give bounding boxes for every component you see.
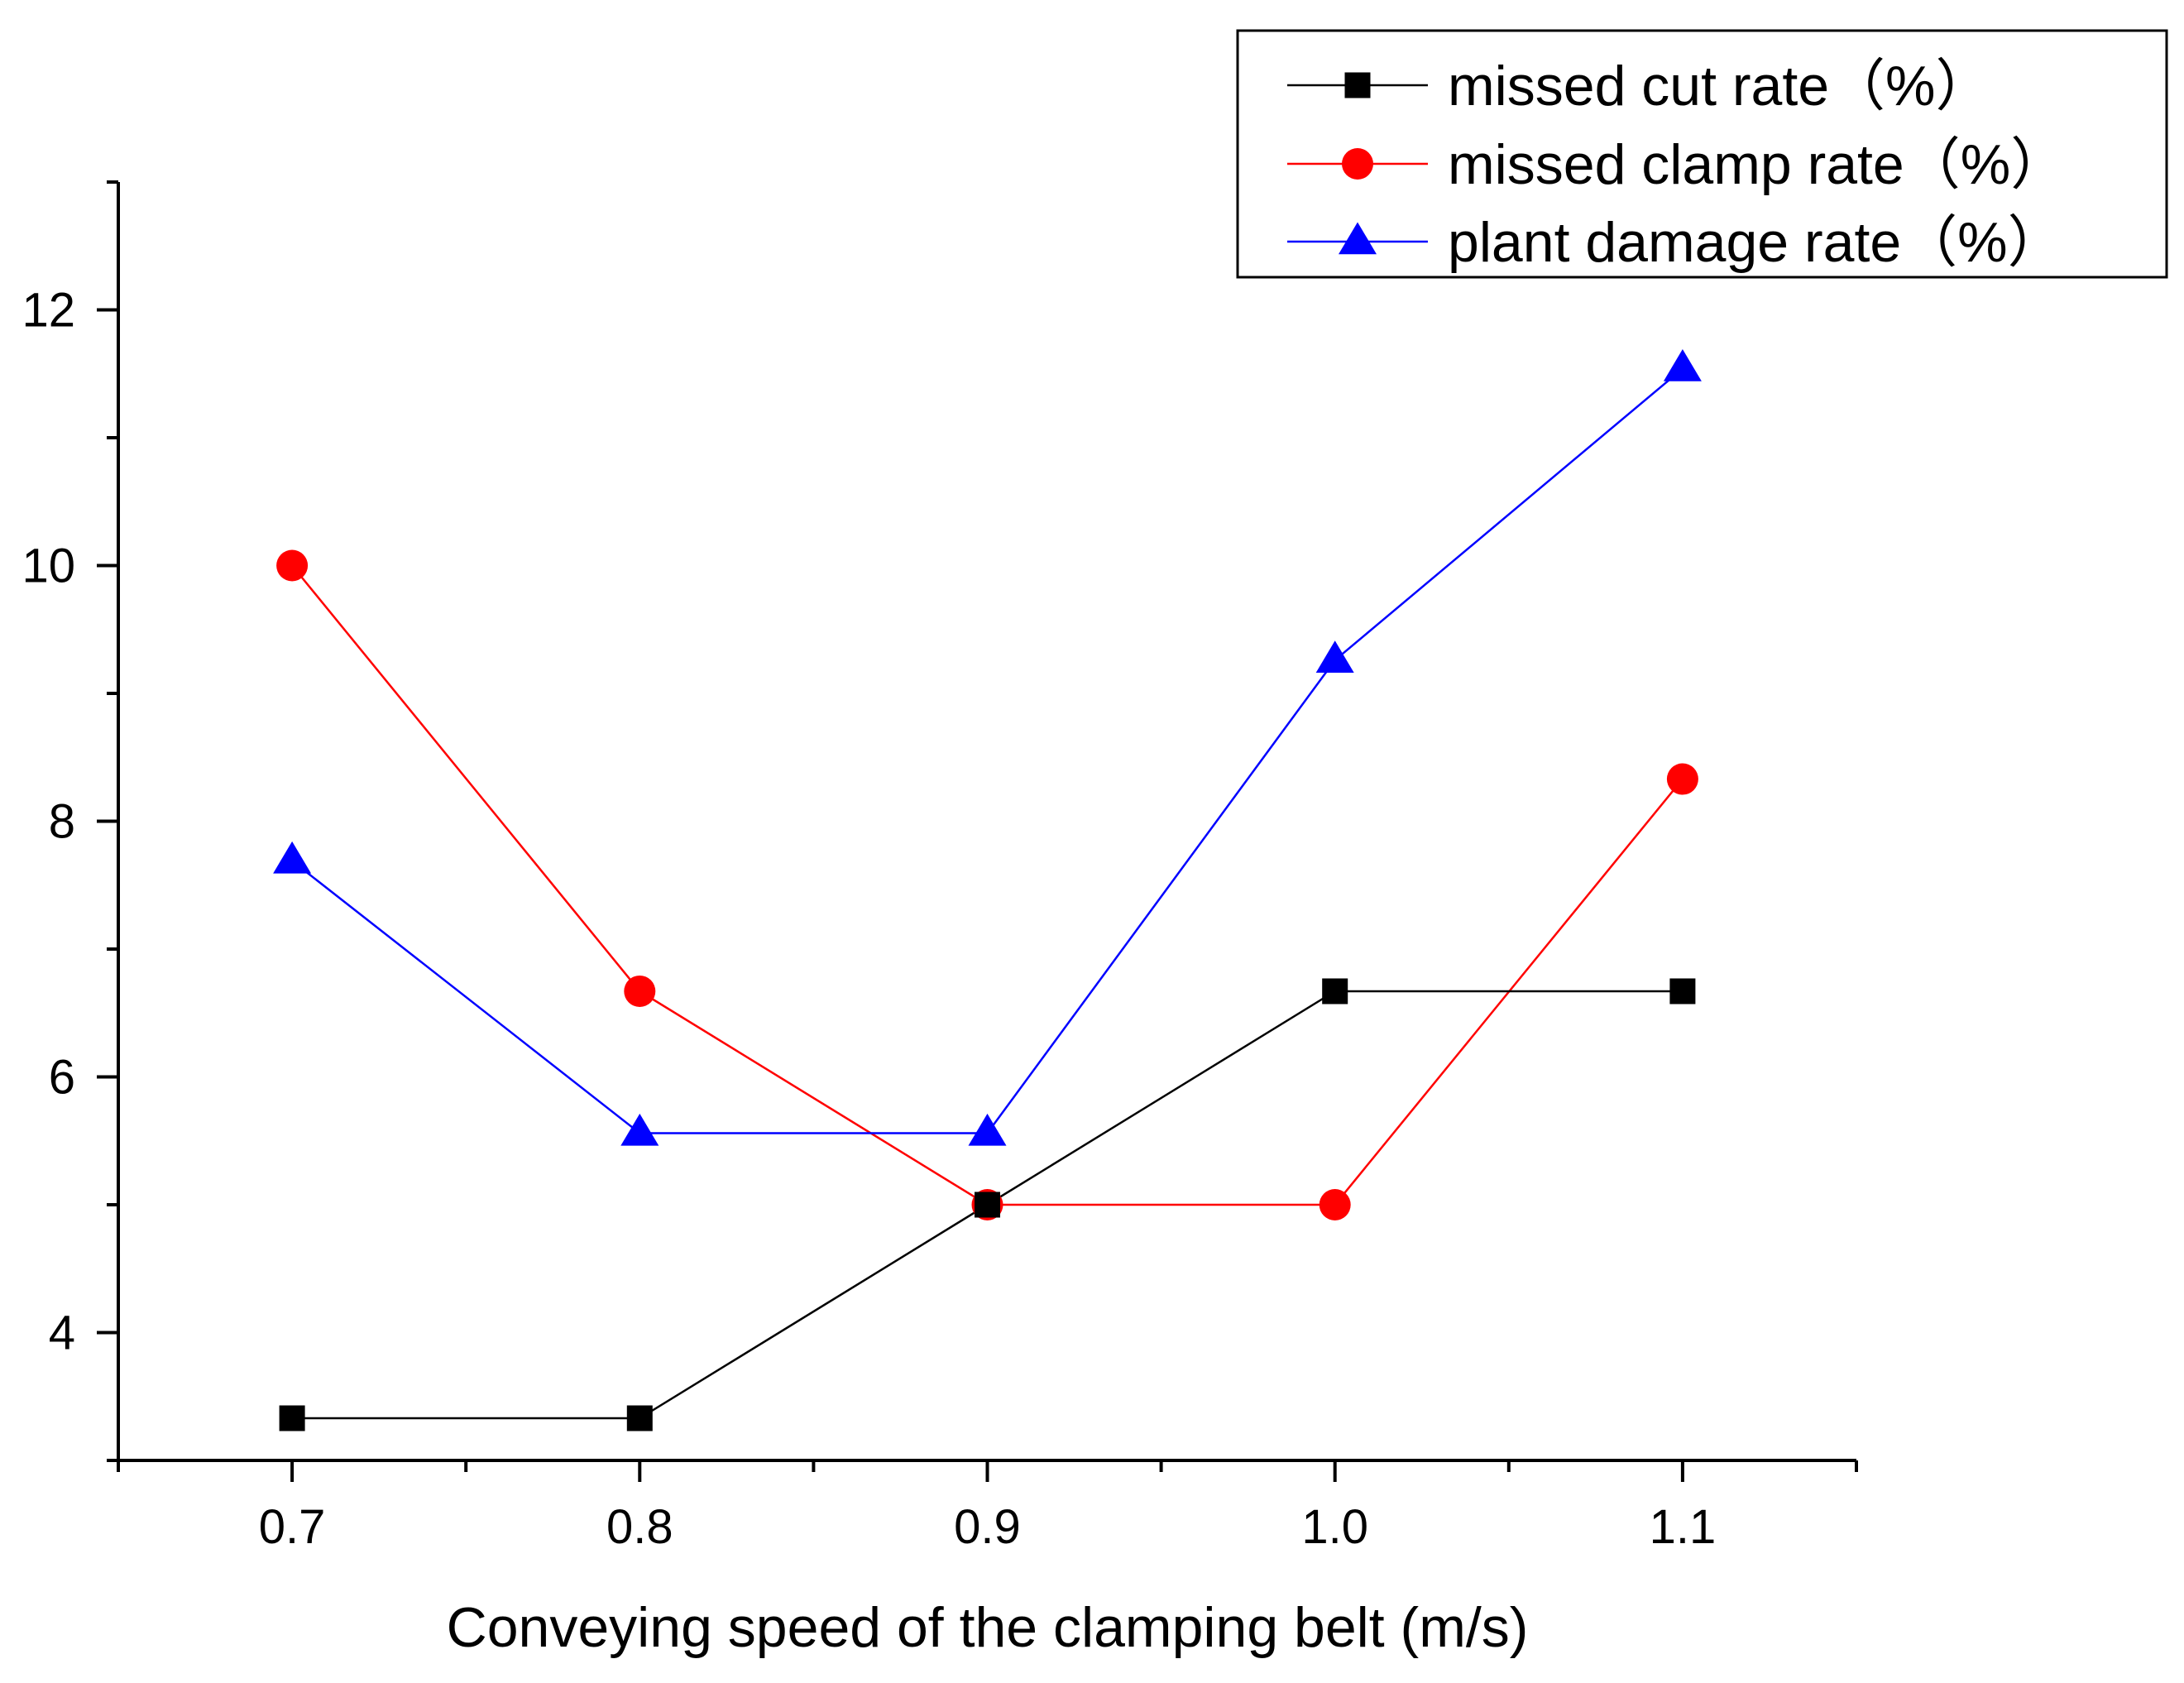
series-2 xyxy=(291,367,1684,1134)
legend-marker xyxy=(1342,148,1373,180)
y-tick-label: 8 xyxy=(49,795,75,849)
series-markers-0 xyxy=(279,978,1696,1431)
x-tick-label: 0.9 xyxy=(954,1500,1021,1554)
data-point xyxy=(1666,763,1698,795)
axes: 0.7 0.8 0.9 1.0 1.1 4 6 8 10 12 xyxy=(22,180,1858,1554)
legend-box xyxy=(1236,29,2168,279)
legend-label: missed cut rate（%） xyxy=(1448,55,1992,117)
x-axis-title: Conveying speed of the clamping belt (m/… xyxy=(447,1596,1529,1659)
series-line xyxy=(291,367,1684,1134)
y-tick-label: 6 xyxy=(49,1051,75,1105)
data-point xyxy=(624,975,656,1007)
data-point xyxy=(1663,349,1702,381)
series-1 xyxy=(291,564,1684,1206)
data-point xyxy=(279,1405,305,1431)
data-point xyxy=(276,549,309,582)
data-point xyxy=(1315,640,1354,674)
legend: missed cut rate（%） missed clamp rate（%） pl… xyxy=(1236,29,2168,279)
data-point xyxy=(273,841,312,874)
x-tick-label: 1.1 xyxy=(1650,1500,1717,1554)
data-point xyxy=(1319,1189,1351,1220)
data-point xyxy=(1322,978,1348,1005)
x-tick-label: 1.0 xyxy=(1301,1500,1368,1554)
data-point xyxy=(1669,978,1696,1005)
x-tick-label: 0.7 xyxy=(259,1500,326,1554)
legend-marker xyxy=(1339,222,1377,255)
data-point xyxy=(626,1405,653,1431)
legend-marker xyxy=(1344,72,1371,98)
series-layer xyxy=(273,349,1702,1431)
data-point xyxy=(975,1192,1000,1218)
y-tick-label: 4 xyxy=(49,1307,75,1360)
series-markers-2 xyxy=(273,349,1702,1146)
data-point xyxy=(968,1113,1007,1146)
legend-label: missed clamp rate（%） xyxy=(1448,133,2067,196)
legend-label: plant damage rate（%） xyxy=(1448,211,2064,274)
data-point xyxy=(620,1113,659,1146)
x-tick-label: 0.8 xyxy=(606,1500,673,1554)
y-tick-label: 12 xyxy=(22,284,75,338)
series-line xyxy=(291,564,1684,1206)
y-tick-label: 10 xyxy=(22,539,75,593)
